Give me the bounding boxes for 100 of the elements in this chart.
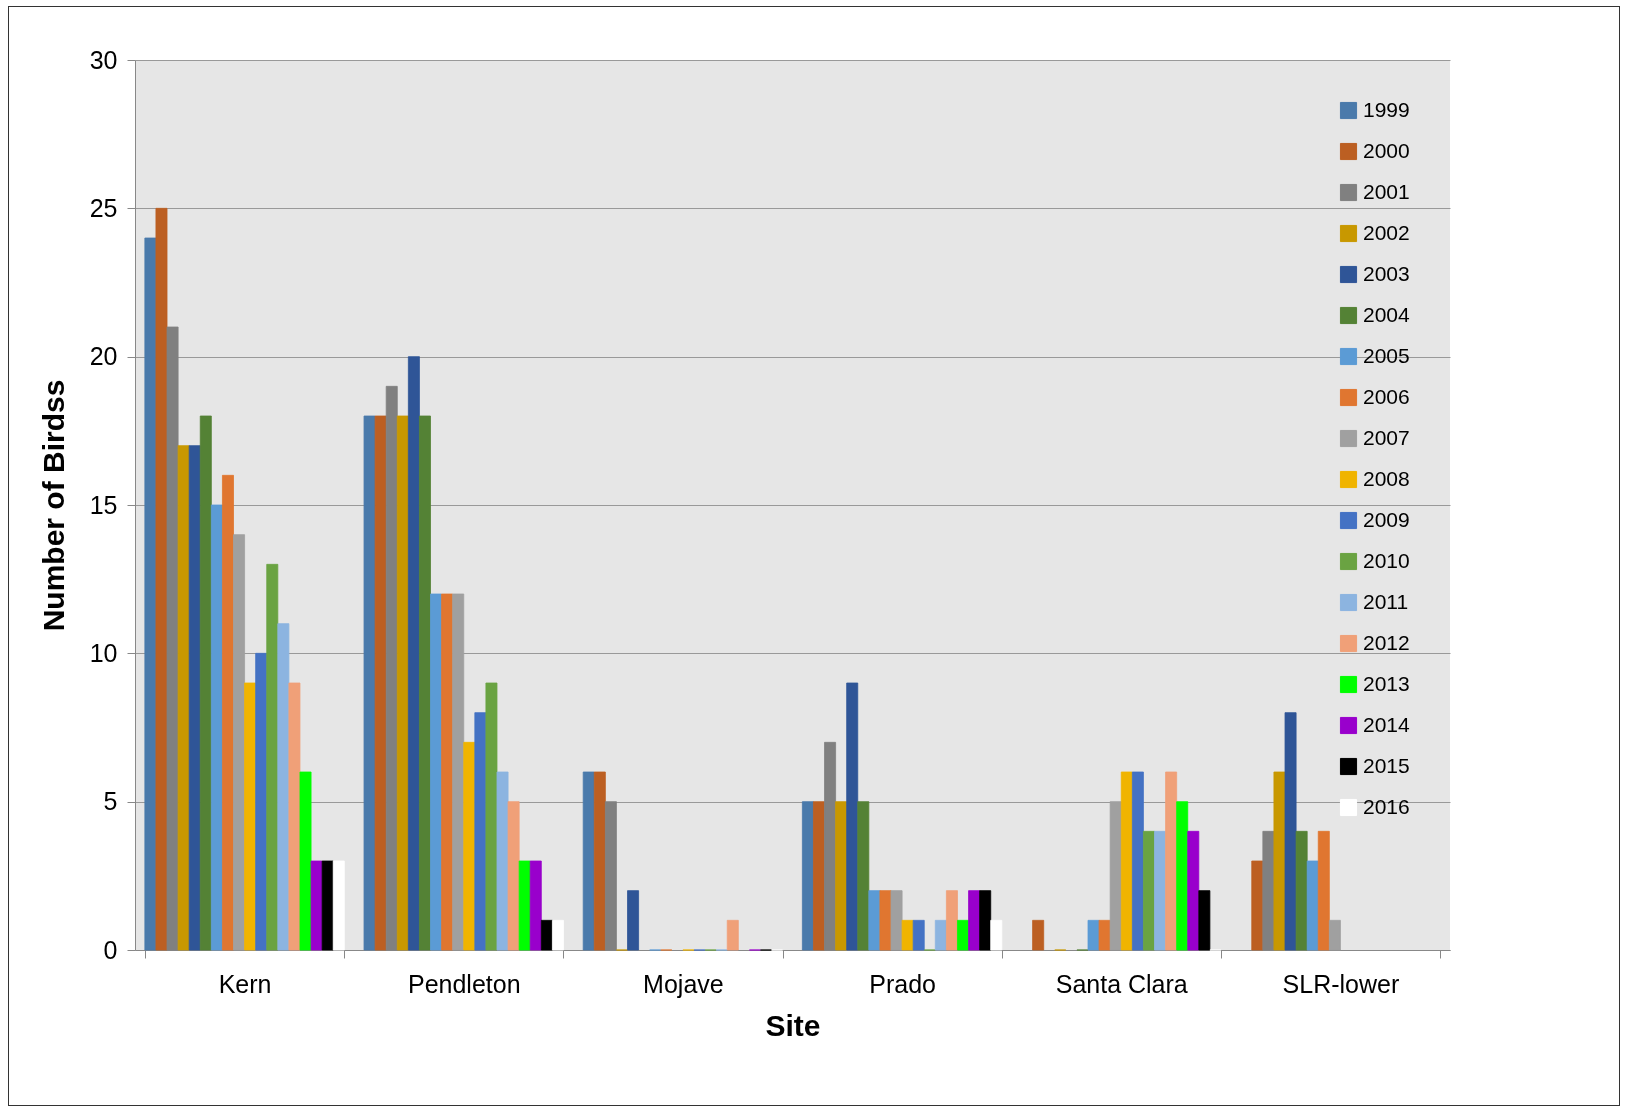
bar: [879, 890, 892, 951]
bar: [1198, 890, 1211, 951]
bar: [912, 919, 925, 951]
x-tick-label: Prado: [869, 969, 936, 998]
bar: [1131, 771, 1144, 951]
bar: [946, 890, 958, 951]
legend-label: 2001: [1363, 179, 1410, 203]
legend-label: 2004: [1363, 302, 1411, 326]
legend-label: 2007: [1363, 425, 1410, 449]
bar: [244, 682, 257, 951]
bar: [463, 741, 476, 951]
bar: [485, 682, 498, 951]
bar: [155, 207, 168, 951]
bar: [857, 801, 870, 951]
legend-label: 2015: [1363, 753, 1410, 777]
x-axis-title: Site: [765, 1008, 821, 1042]
bar: [385, 385, 398, 951]
bar: [321, 860, 334, 951]
bar: [593, 771, 606, 951]
legend-label: 2000: [1363, 138, 1410, 162]
bar: [199, 415, 212, 951]
y-tick-label: 25: [89, 193, 118, 222]
bar: [1165, 771, 1178, 951]
bar: [901, 919, 914, 951]
bar: [277, 623, 290, 951]
bar: [474, 712, 487, 951]
bar: [419, 415, 431, 951]
legend-label: 2013: [1363, 671, 1410, 695]
legend-label: 2003: [1363, 261, 1410, 285]
bar: [604, 801, 617, 951]
bar: [374, 415, 387, 951]
bar: [310, 860, 323, 951]
bar: [430, 593, 442, 951]
bar: [726, 919, 739, 951]
y-tick-label: 10: [89, 638, 118, 667]
bar: [507, 801, 520, 951]
bar: [868, 890, 881, 951]
y-tick-label: 15: [89, 490, 118, 519]
bar: [529, 860, 542, 951]
bar: [1295, 830, 1308, 951]
bar: [407, 356, 420, 951]
bar: [1154, 830, 1166, 951]
y-tick-label: 5: [103, 787, 118, 816]
bar: [934, 919, 947, 951]
y-axis-title: Number of Birdss: [36, 379, 70, 632]
x-tick-label: Kern: [218, 969, 272, 998]
bar: [801, 801, 814, 951]
bar: [824, 741, 836, 951]
bar: [835, 801, 848, 951]
bar: [813, 801, 825, 951]
bar: [990, 919, 1003, 951]
x-tick-label: Santa Clara: [1055, 969, 1188, 998]
bar: [1251, 860, 1264, 951]
bar: [627, 890, 639, 951]
bar: [957, 919, 969, 951]
legend-label: 1999: [1363, 97, 1410, 121]
bar: [496, 771, 509, 951]
bar: [299, 771, 312, 951]
bar: [144, 237, 157, 951]
bar: [540, 919, 553, 951]
bar: [166, 326, 179, 951]
bar: [266, 563, 279, 951]
bar: [188, 445, 201, 951]
bar: [1120, 771, 1133, 951]
x-tick-label: Mojave: [643, 969, 724, 998]
bar: [396, 415, 409, 951]
legend-label: 2008: [1363, 466, 1410, 490]
bar: [441, 593, 454, 951]
bar: [1273, 771, 1286, 951]
bar: [1306, 860, 1319, 951]
bar: [255, 652, 268, 951]
x-tick-label: Pendleton: [407, 969, 521, 998]
bar: [1087, 919, 1100, 951]
x-tick-label: SLR-lower: [1282, 969, 1400, 998]
legend-label: 2014: [1363, 712, 1411, 736]
bar: [1187, 830, 1200, 951]
legend-label: 2005: [1363, 343, 1410, 367]
bar: [518, 860, 531, 951]
legend-label: 2012: [1363, 630, 1410, 654]
y-tick-label: 0: [103, 935, 118, 964]
bar: [332, 860, 345, 951]
y-tick-label: 30: [89, 45, 118, 74]
bar: [1328, 919, 1341, 951]
bar: [210, 504, 223, 951]
bar: [1262, 830, 1275, 951]
bar: [288, 682, 301, 951]
bar: [1176, 801, 1189, 951]
bar: [582, 771, 595, 951]
legend-label: 2016: [1363, 794, 1410, 818]
bar: [968, 890, 981, 951]
bar: [222, 474, 234, 951]
legend-label: 2006: [1363, 384, 1410, 408]
legend-label: 2009: [1363, 507, 1410, 531]
bar: [177, 445, 190, 951]
bar: [979, 890, 992, 951]
legend-label: 2011: [1363, 589, 1409, 613]
bar: [551, 919, 564, 951]
bar: [1032, 919, 1045, 951]
legend-label: 2002: [1363, 220, 1410, 244]
bar: [1098, 919, 1111, 951]
